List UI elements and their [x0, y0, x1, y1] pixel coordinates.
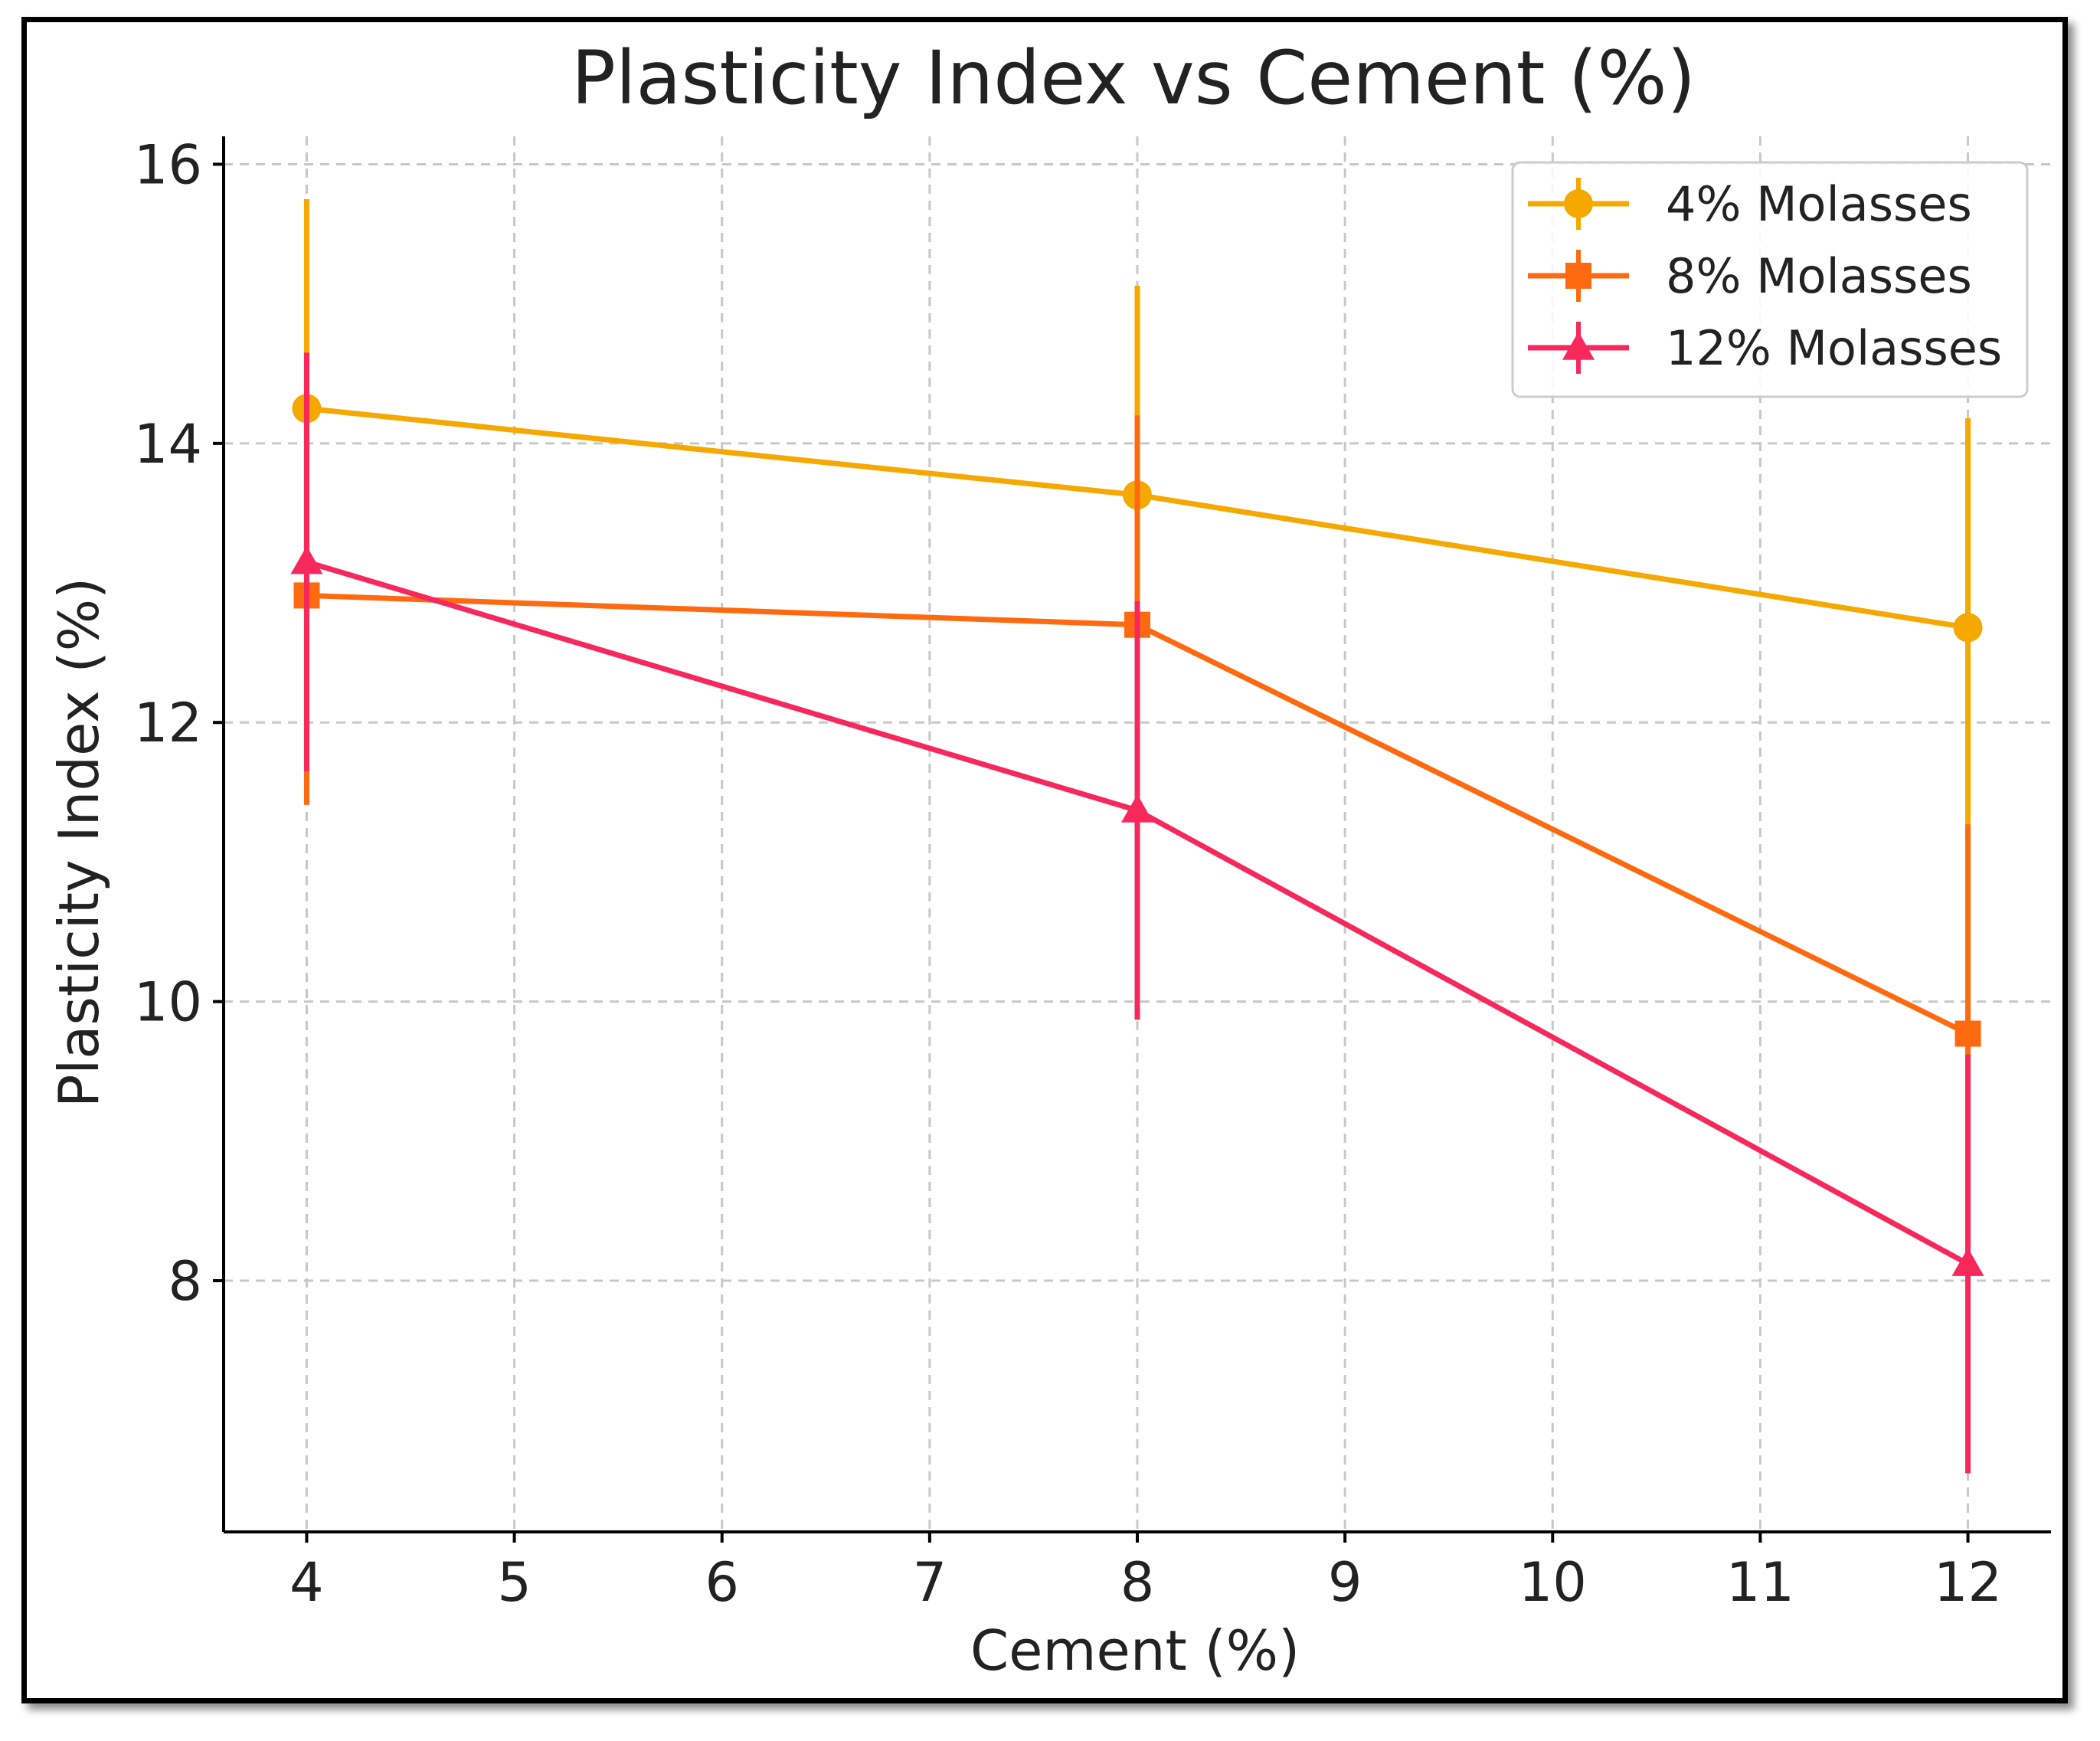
legend-marker — [1565, 263, 1591, 289]
legend: 4% Molasses 8% Molasses 12% Molasses — [1511, 161, 2029, 398]
legend-box — [1511, 161, 2029, 398]
legend-entry: 4% Molasses — [1528, 176, 1972, 232]
legend-marker — [1564, 189, 1593, 218]
x-tick-label: 10 — [1519, 1551, 1587, 1614]
x-tick-label: 12 — [1934, 1551, 2002, 1614]
data-point — [1121, 794, 1153, 823]
x-tick-label: 5 — [497, 1551, 532, 1614]
legend-entry: 8% Molasses — [1528, 248, 1972, 304]
x-tick-label: 7 — [913, 1551, 947, 1614]
x-tick-label: 8 — [1120, 1551, 1155, 1614]
series-triangle — [290, 352, 1984, 1474]
legend-label: 8% Molasses — [1666, 248, 1972, 304]
series-layer — [290, 198, 1984, 1474]
y-tick-label: 12 — [134, 692, 202, 754]
y-tick-label: 10 — [134, 971, 202, 1034]
x-tick-label: 11 — [1726, 1551, 1794, 1614]
x-tick-label: 6 — [705, 1551, 739, 1614]
tick-labels: 4 5 6 7 8 9 10 11 12 8 10 12 14 16 — [134, 133, 2002, 1614]
axes — [213, 136, 2051, 1543]
y-tick-label: 16 — [134, 133, 202, 196]
x-tick-label: 9 — [1328, 1551, 1362, 1614]
legend-label: 4% Molasses — [1666, 176, 1972, 232]
legend-marker — [1562, 332, 1595, 360]
y-axis-label: Plasticity Index (%) — [47, 578, 111, 1108]
y-tick-label: 14 — [134, 413, 202, 476]
x-tick-label: 4 — [289, 1551, 324, 1614]
legend-entry: 12% Molasses — [1528, 320, 2002, 376]
legend-label: 12% Molasses — [1666, 320, 2002, 376]
y-tick-label: 8 — [168, 1250, 202, 1313]
data-point — [1953, 613, 1983, 643]
data-point — [1954, 1020, 1981, 1047]
x-axis-label: Cement (%) — [970, 1618, 1300, 1683]
data-point — [290, 545, 323, 574]
data-point — [1951, 1248, 1984, 1276]
chart-title: Plasticity Index vs Cement (%) — [571, 35, 1696, 121]
